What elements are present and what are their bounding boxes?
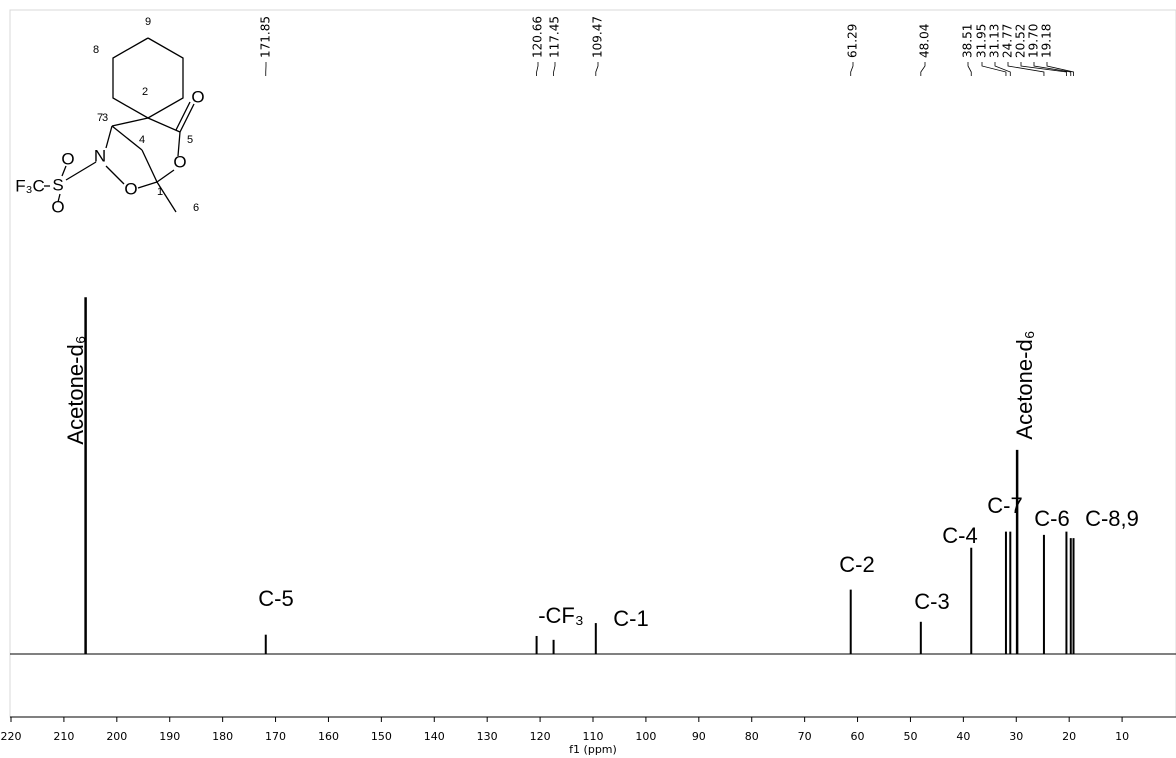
x-tick-label: 90 xyxy=(692,730,706,743)
peak-label: 61.29 xyxy=(846,24,860,58)
peak-assignment: Acetone-d₆ xyxy=(63,335,88,444)
x-tick-label: 220 xyxy=(1,730,22,743)
x-tick-label: 40 xyxy=(956,730,970,743)
peak-assignment: C-6 xyxy=(1034,506,1069,531)
atom-label: S xyxy=(52,175,63,194)
x-tick-label: 120 xyxy=(530,730,551,743)
peak-label-leader xyxy=(981,62,1007,76)
x-axis-label: f1 (ppm) xyxy=(569,743,617,756)
atom-number: 6 xyxy=(193,202,199,214)
peak-label-leader xyxy=(967,62,972,76)
peak-label-leader xyxy=(1020,62,1067,76)
peak-assignment: C-5 xyxy=(258,586,293,611)
peak-label: 20.52 xyxy=(1014,24,1028,58)
x-tick-label: 140 xyxy=(424,730,445,743)
peak-label: 38.51 xyxy=(961,24,975,58)
atom-label: F₃C xyxy=(15,176,45,195)
x-tick-label: 210 xyxy=(53,730,74,743)
peak-label-leader xyxy=(1046,62,1074,76)
peak-label: 109.47 xyxy=(591,16,605,58)
x-tick-label: 50 xyxy=(903,730,917,743)
x-tick-label: 10 xyxy=(1115,730,1129,743)
peak-label: 120.66 xyxy=(531,16,545,58)
peak-assignment: C-3 xyxy=(914,589,949,614)
atom-label: N xyxy=(94,146,106,165)
peak-assignment: C-2 xyxy=(839,552,874,577)
atom-number: 1 xyxy=(157,186,163,198)
atom-label: O xyxy=(61,149,74,168)
peak-label: 31.13 xyxy=(988,24,1002,58)
x-tick-label: 60 xyxy=(851,730,865,743)
x-tick-label: 200 xyxy=(106,730,127,743)
atom-number: 8 xyxy=(93,44,99,56)
peak-label: 117.45 xyxy=(548,16,562,58)
peak-label: 24.77 xyxy=(1001,24,1015,58)
peak-label-leader xyxy=(1007,62,1045,76)
peak-assignment: C-7 xyxy=(987,493,1022,518)
x-tick-label: 180 xyxy=(212,730,233,743)
peak-label-leader xyxy=(536,62,539,76)
peak-label-leader xyxy=(553,62,556,76)
peak-assignment: Acetone-d₆ xyxy=(1012,330,1037,439)
atom-number: 5 xyxy=(187,134,193,146)
peak-label: 19.18 xyxy=(1040,24,1054,58)
peak-label: 48.04 xyxy=(918,24,932,58)
peak-label: 19.70 xyxy=(1027,24,1041,58)
peak-label-leader xyxy=(850,62,854,76)
x-tick-label: 80 xyxy=(745,730,759,743)
peak-label-leader xyxy=(595,62,599,76)
atom-number: 2 xyxy=(142,86,148,98)
peak-assignment: C-8,9 xyxy=(1085,506,1139,531)
atom-number: 9 xyxy=(145,16,151,28)
atom-label: O xyxy=(124,179,137,198)
x-tick-label: 110 xyxy=(583,730,604,743)
x-tick-label: 190 xyxy=(159,730,180,743)
peak-label-leader xyxy=(1033,62,1072,76)
atom-label: O xyxy=(191,87,204,106)
x-tick-label: 170 xyxy=(265,730,286,743)
peak-label: 171.85 xyxy=(259,16,273,58)
atom-number: 4 xyxy=(139,134,145,146)
atom-number: 7 xyxy=(97,112,103,124)
x-tick-label: 30 xyxy=(1009,730,1023,743)
x-tick-label: 20 xyxy=(1062,730,1076,743)
x-tick-label: 130 xyxy=(477,730,498,743)
x-tick-label: 100 xyxy=(635,730,656,743)
peak-label-leader xyxy=(994,62,1011,76)
x-tick-label: 150 xyxy=(371,730,392,743)
atom-label: O xyxy=(51,197,64,216)
peak-label-leader xyxy=(920,62,926,76)
peak-assignment: -CF₃ xyxy=(538,603,584,628)
molecule-bonds xyxy=(44,37,195,213)
peak-label: 31.95 xyxy=(975,24,989,58)
atom-number: 3 xyxy=(102,112,108,124)
x-tick-label: 70 xyxy=(798,730,812,743)
plot-frame xyxy=(9,9,1176,718)
peak-assignment: C-4 xyxy=(942,523,977,548)
peak-assignment: C-1 xyxy=(613,606,648,631)
x-tick-label: 160 xyxy=(318,730,339,743)
atom-label: O xyxy=(173,152,186,171)
